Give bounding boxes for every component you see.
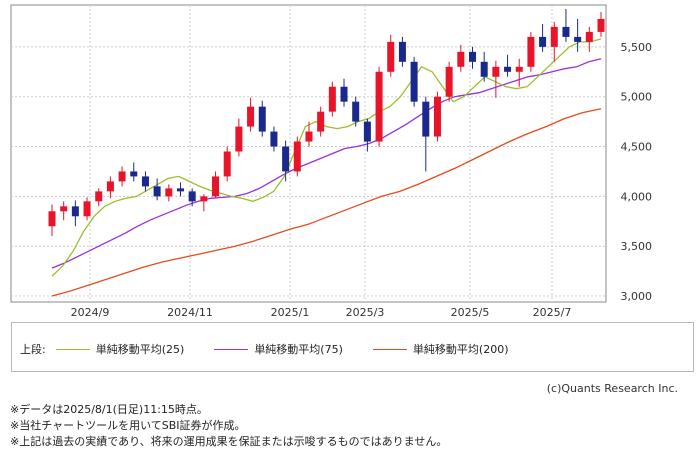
legend-item-ma200: 単純移動平均(200) <box>372 341 509 357</box>
candle-body <box>282 146 290 172</box>
footnote-3: ※上記は過去の実績であり、将来の運用成果を保証または示唆するものではありません。 <box>10 435 448 448</box>
candle-body <box>387 41 395 72</box>
candle-body <box>60 206 68 212</box>
candle-body <box>422 101 430 137</box>
candle-body <box>247 106 255 127</box>
ma75-line <box>51 58 602 269</box>
candle-body <box>328 86 336 112</box>
legend-item-ma25: 単純移動平均(25) <box>55 341 185 357</box>
y-tick-label: 3,500 <box>621 240 653 253</box>
candle-body <box>550 26 558 47</box>
candle-body <box>48 211 56 227</box>
candle-body <box>375 71 383 142</box>
y-tick-label: 5,500 <box>621 41 653 54</box>
candle-body <box>492 66 500 77</box>
candle-body <box>469 51 477 62</box>
legend-row: 上段: 単純移動平均(25) 単純移動平均(75) 単純移動平均(200) <box>20 341 539 357</box>
candle-body <box>223 151 231 177</box>
x-tick-label: 2025/1 <box>271 306 310 319</box>
candle-body <box>445 66 453 97</box>
y-tick-label: 4,500 <box>621 141 653 154</box>
candle-body <box>515 66 523 72</box>
footnote-1: ※データは2025/8/1(日足)11:15時点。 <box>10 403 208 416</box>
candle-body <box>305 131 313 142</box>
x-tick-label: 2025/5 <box>451 306 490 319</box>
y-tick-label: 3,000 <box>621 290 653 303</box>
candle-body <box>585 31 593 42</box>
candlestick-chart: 5,500 5,000 4,500 4,000 3,500 3,000 2024/9 2024… <box>10 4 653 319</box>
candle-body <box>200 196 208 202</box>
candle-body <box>398 41 406 62</box>
candle-body <box>141 176 149 187</box>
candle-body <box>212 176 220 197</box>
candle-body <box>153 186 161 197</box>
candle-body <box>293 141 301 172</box>
candle-body <box>165 188 173 197</box>
candle-body <box>176 188 184 192</box>
legend-box: 上段: 単純移動平均(25) 単純移動平均(75) 単純移動平均(200) <box>11 322 694 372</box>
candle-body <box>95 191 103 202</box>
x-tick-label: 2025/7 <box>533 306 572 319</box>
candle-body <box>317 111 325 132</box>
candle-body <box>574 36 582 42</box>
y-tick-label: 5,000 <box>621 91 653 104</box>
footnotes: ※データは2025/8/1(日足)11:15時点。 ※当社チャートツールを用いて… <box>10 402 447 450</box>
candle-body <box>258 106 266 132</box>
ma200-line <box>51 108 602 297</box>
x-tick-label: 2025/3 <box>346 306 385 319</box>
candle-body <box>118 171 126 182</box>
legend-swatch-ma25 <box>55 348 90 350</box>
candle-body <box>597 18 605 32</box>
legend-swatch-ma75 <box>214 348 249 350</box>
x-tick-label: 2024/9 <box>71 306 110 319</box>
candle-body <box>235 126 243 152</box>
candle-body <box>433 96 441 137</box>
candle-body <box>130 171 138 177</box>
candle-body <box>83 201 91 217</box>
credit-text: (c)Quants Research Inc. <box>546 382 678 395</box>
legend-label-ma25: 単純移動平均(25) <box>95 343 185 356</box>
candle-body <box>352 101 360 122</box>
candle-body <box>527 36 535 67</box>
candle-body <box>270 131 278 147</box>
candle-body <box>410 61 418 102</box>
candle-body <box>504 66 512 72</box>
ma25-line <box>51 38 602 277</box>
candle-body <box>562 26 570 37</box>
candle-body <box>106 181 114 192</box>
footnote-2: ※当社チャートツールを用いてSBI証券が作成。 <box>10 419 246 432</box>
legend-label-ma200: 単純移動平均(200) <box>412 343 509 356</box>
legend-prefix: 上段: <box>20 343 46 356</box>
candle-body <box>340 86 348 102</box>
candle-body <box>539 36 547 47</box>
plot-frame <box>10 4 607 303</box>
candle-body <box>363 121 371 142</box>
legend-item-ma75: 単純移動平均(75) <box>214 341 343 357</box>
candle-body <box>188 191 196 202</box>
candle-body <box>457 51 465 67</box>
legend-swatch-ma200 <box>372 348 407 350</box>
x-tick-label: 2024/11 <box>167 306 213 319</box>
legend-label-ma75: 単純移動平均(75) <box>254 343 343 356</box>
candle-body <box>480 61 488 77</box>
candle-body <box>71 206 79 217</box>
y-tick-label: 4,000 <box>621 190 653 203</box>
